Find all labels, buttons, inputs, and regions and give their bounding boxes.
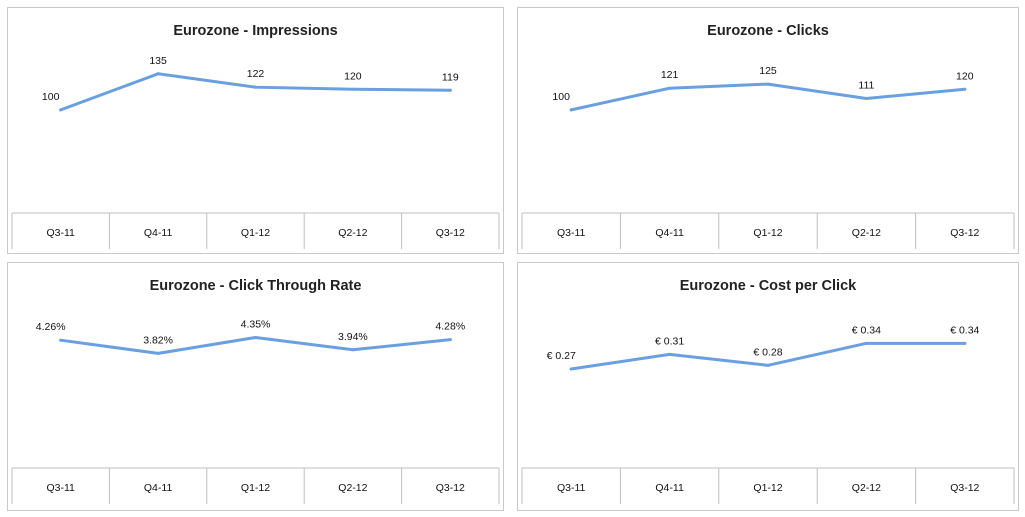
data-label: € 0.34 [852,324,881,336]
data-point [766,363,770,367]
x-tick-label: Q1-12 [753,227,782,239]
data-label: € 0.27 [547,350,576,362]
data-point [156,72,160,76]
data-label: 121 [661,69,679,81]
series-line [569,82,967,112]
data-label: 120 [956,70,974,82]
chart-title: Eurozone - Click Through Rate [150,278,362,294]
data-point [156,351,160,355]
chart-cost-per-click: Eurozone - Cost per Click Q3-11 Q4-11 Q1-12… [521,278,1015,504]
data-point [351,348,355,352]
data-label: 3.94% [338,331,368,343]
data-point [448,88,452,92]
x-tick-label: Q3-12 [436,482,465,494]
data-label: 100 [42,91,60,103]
chart-panel-cpc: Eurozone - Cost per Click Q3-11 Q4-11 Q1-12… [517,262,1019,511]
data-point [59,108,63,112]
data-label: 111 [858,80,874,92]
data-point [254,336,257,339]
series-line [59,336,452,355]
data-point [351,87,355,91]
data-label: € 0.31 [655,335,684,347]
data-label: 3.82% [143,334,173,346]
data-label: 120 [344,70,362,82]
data-label: 135 [149,55,167,67]
x-tick-label: Q4-11 [655,482,684,494]
x-tick-label: Q2-12 [338,482,367,494]
data-label: 125 [759,65,777,77]
x-tick-label: Q4-11 [144,482,173,494]
data-label: 100 [552,91,570,103]
data-point [668,86,672,90]
data-point [963,341,967,345]
x-tick-label: Q4-11 [655,227,684,239]
chart-impressions: Eurozone - Impressions Q3-11 Q4-11 Q1-12 Q2-… [11,23,500,249]
x-tick-label: Q3-12 [950,227,979,239]
chart-title: Eurozone - Cost per Click [680,278,857,294]
data-point [569,108,573,112]
chart-clicks: Eurozone - Clicks Q3-11 Q4-11 Q1-12 Q2-12 Q3-… [521,23,1015,249]
chart-click-through-rate: Eurozone - Click Through Rate Q3-11 Q4-11 Q… [11,278,500,504]
data-point [448,338,452,342]
x-tick-label: Q2-12 [852,227,881,239]
data-point [569,367,573,371]
x-tick-label: Q3-12 [950,482,979,494]
data-point [963,87,967,91]
chart-panel-clicks: Eurozone - Clicks Q3-11 Q4-11 Q1-12 Q2-12 Q3-… [517,7,1019,254]
data-point [59,338,63,342]
data-point [766,82,770,86]
data-point [254,85,257,89]
data-point [668,352,672,356]
data-point [864,341,868,345]
x-tick-label: Q3-11 [557,482,586,494]
data-label: 4.26% [36,321,66,333]
x-tick-label: Q1-12 [241,482,270,494]
x-tick-label: Q3-11 [557,227,586,239]
x-tick-label: Q1-12 [241,227,270,239]
data-label: 4.35% [241,319,271,331]
chart-title: Eurozone - Clicks [707,23,829,39]
data-label: € 0.28 [753,346,782,358]
chart-title: Eurozone - Impressions [173,23,337,39]
chart-panel-impressions: Eurozone - Impressions Q3-11 Q4-11 Q1-12 Q2-… [7,7,504,254]
x-tick-label: Q3-11 [46,482,75,494]
x-tick-label: Q1-12 [753,482,782,494]
data-label: 4.28% [435,321,465,333]
x-tick-label: Q4-11 [144,227,173,239]
data-label: 122 [247,68,265,80]
data-point [864,97,868,101]
x-tick-label: Q2-12 [338,227,367,239]
x-tick-label: Q3-11 [46,227,75,239]
x-tick-label: Q3-12 [436,227,465,239]
data-label: 119 [442,71,459,83]
x-tick-label: Q2-12 [852,482,881,494]
chart-panel-ctr: Eurozone - Click Through Rate Q3-11 Q4-11 Q… [7,262,504,511]
data-label: € 0.34 [950,324,979,336]
